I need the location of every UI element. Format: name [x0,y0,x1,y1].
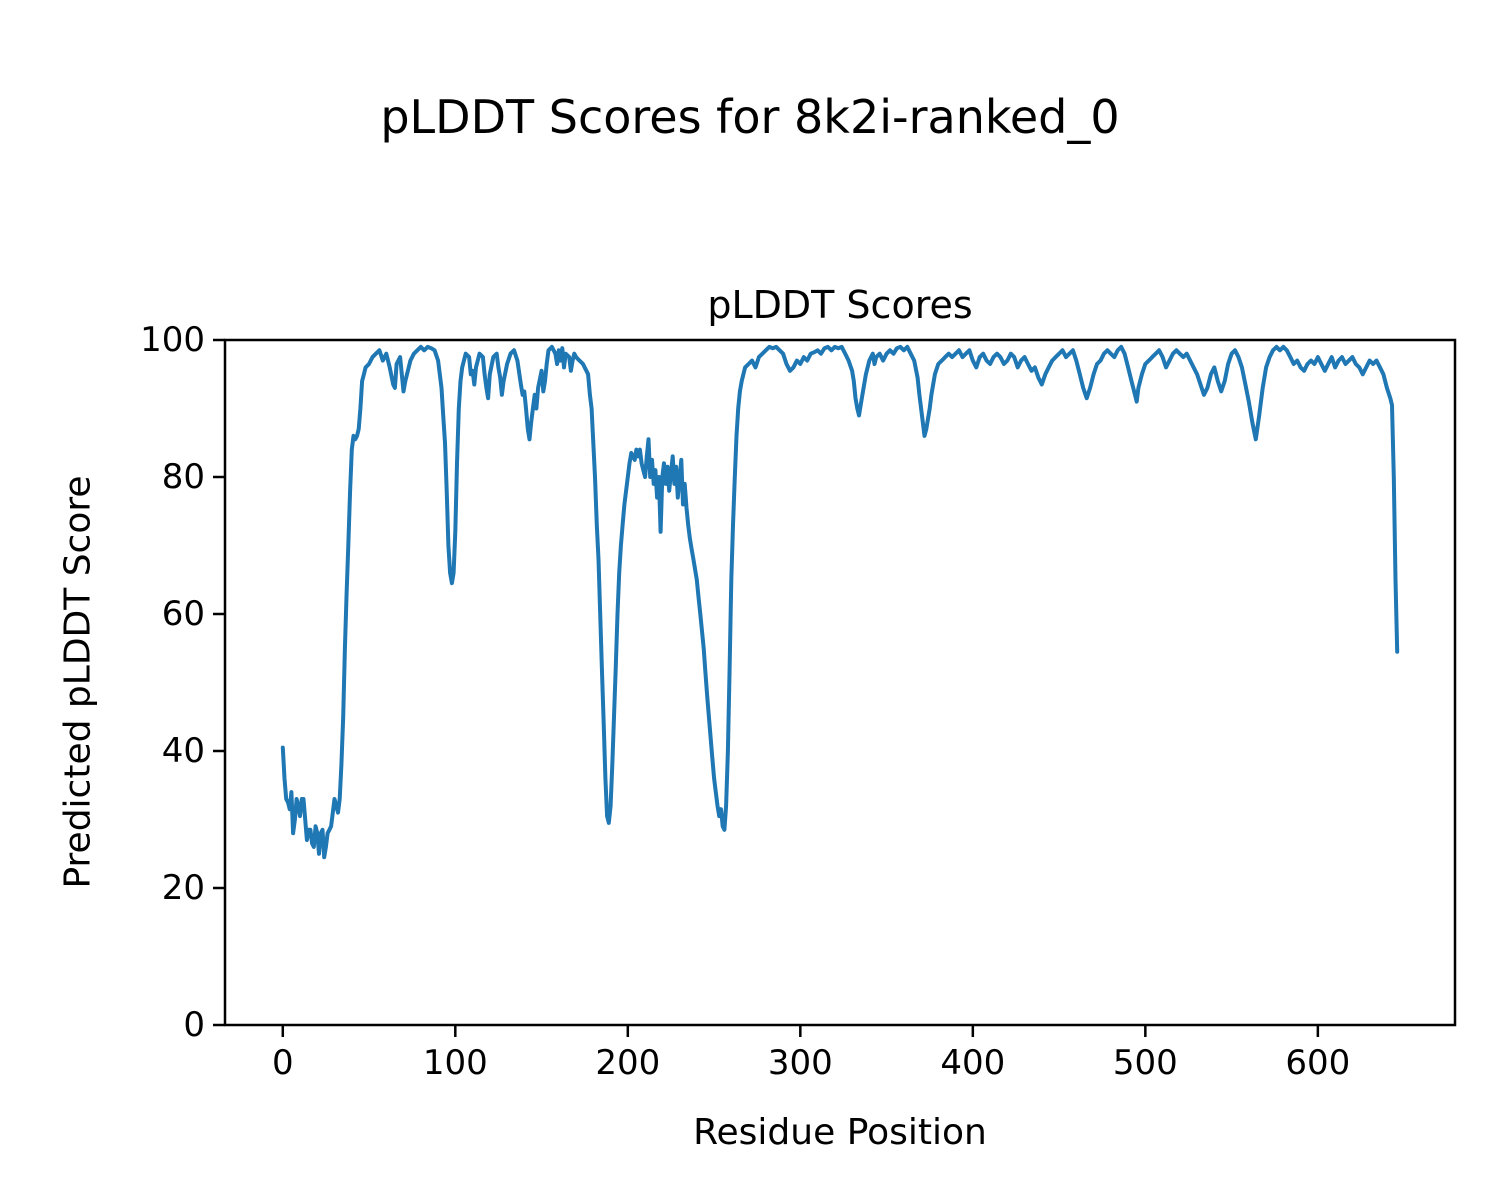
x-tick-label: 100 [423,1043,488,1083]
x-tick-label: 200 [595,1043,660,1083]
y-tick-label: 100 [140,320,205,360]
x-tick-label: 500 [1113,1043,1178,1083]
y-tick-label: 60 [162,594,205,634]
plot-border [223,338,1457,1027]
y-tick-label: 80 [162,457,205,497]
y-tick-label: 40 [162,731,205,771]
x-tick-label: 400 [940,1043,1005,1083]
y-tick-label: 0 [183,1005,205,1045]
plddt-line [280,344,1400,860]
axes-title: pLDDT Scores [707,283,973,327]
x-tick-label: 0 [272,1043,294,1083]
figure-suptitle: pLDDT Scores for 8k2i-ranked_0 [380,90,1120,144]
x-axis-label: Residue Position [693,1112,987,1153]
y-tick-label: 20 [162,868,205,908]
x-tick-label: 600 [1285,1043,1350,1083]
x-tick-label: 300 [768,1043,833,1083]
